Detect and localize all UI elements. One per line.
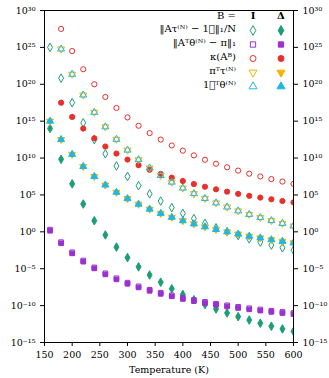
svg-text:150: 150 — [35, 349, 53, 360]
svg-text:10⁵: 10⁵ — [303, 189, 319, 200]
svg-text:10²⁵: 10²⁵ — [303, 41, 323, 52]
svg-text:300: 300 — [118, 349, 136, 360]
svg-text:10⁻¹⁵: 10⁻¹⁵ — [11, 337, 36, 348]
html-text:‖Aτ⁽ᴺ⁾ − 1⃗‖₁/N: ‖Aτ⁽ᴺ⁾ − 1⃗‖₁/N — [159, 23, 236, 34]
svg-text:10⁻¹⁰: 10⁻¹⁰ — [303, 300, 328, 311]
svg-text:10¹⁰: 10¹⁰ — [303, 152, 323, 163]
html-text:Δ: Δ — [277, 9, 285, 21]
svg-text:600: 600 — [284, 349, 302, 360]
svg-text:500: 500 — [229, 349, 247, 360]
html-text:I: I — [250, 9, 256, 21]
svg-text:10³⁰: 10³⁰ — [16, 5, 36, 16]
svg-text:250: 250 — [91, 349, 109, 360]
html-text:πᵀτ⁽ᴺ⁾: πᵀτ⁽ᴺ⁾ — [209, 65, 236, 76]
svg-text:10¹⁵: 10¹⁵ — [303, 115, 323, 126]
html-text:B =: B = — [217, 9, 236, 21]
svg-text:450: 450 — [201, 349, 219, 360]
svg-text:10³⁰: 10³⁰ — [303, 5, 323, 16]
svg-text:10¹⁰: 10¹⁰ — [16, 152, 36, 163]
svg-text:10⁰: 10⁰ — [303, 226, 319, 237]
svg-text:400: 400 — [174, 349, 192, 360]
svg-text:10⁰: 10⁰ — [20, 226, 36, 237]
svg-text:10⁻¹⁵: 10⁻¹⁵ — [303, 337, 328, 348]
svg-text:200: 200 — [63, 349, 81, 360]
svg-text:550: 550 — [257, 349, 275, 360]
svg-text:10⁵: 10⁵ — [20, 189, 36, 200]
html-text:‖Aᵀθ⁽ᴺ⁾ − π‖₁: ‖Aᵀθ⁽ᴺ⁾ − π‖₁ — [172, 37, 236, 48]
html-text:1⃗ᵀθ⁽ᴺ⁾: 1⃗ᵀθ⁽ᴺ⁾ — [203, 79, 236, 90]
svg-text:10⁻⁵: 10⁻⁵ — [15, 263, 36, 274]
svg-text:10⁻⁵: 10⁻⁵ — [303, 263, 324, 274]
svg-text:10²⁵: 10²⁵ — [16, 41, 36, 52]
svg-text:10⁻¹⁰: 10⁻¹⁰ — [11, 300, 36, 311]
html-text:κ(Aᴮ): κ(Aᴮ) — [210, 51, 236, 62]
svg-text:10²⁰: 10²⁰ — [303, 78, 323, 89]
svg-text:350: 350 — [146, 349, 164, 360]
svg-text:Temperature (K): Temperature (K) — [129, 364, 209, 375]
svg-text:10²⁰: 10²⁰ — [16, 78, 36, 89]
svg-text:10¹⁵: 10¹⁵ — [16, 115, 36, 126]
